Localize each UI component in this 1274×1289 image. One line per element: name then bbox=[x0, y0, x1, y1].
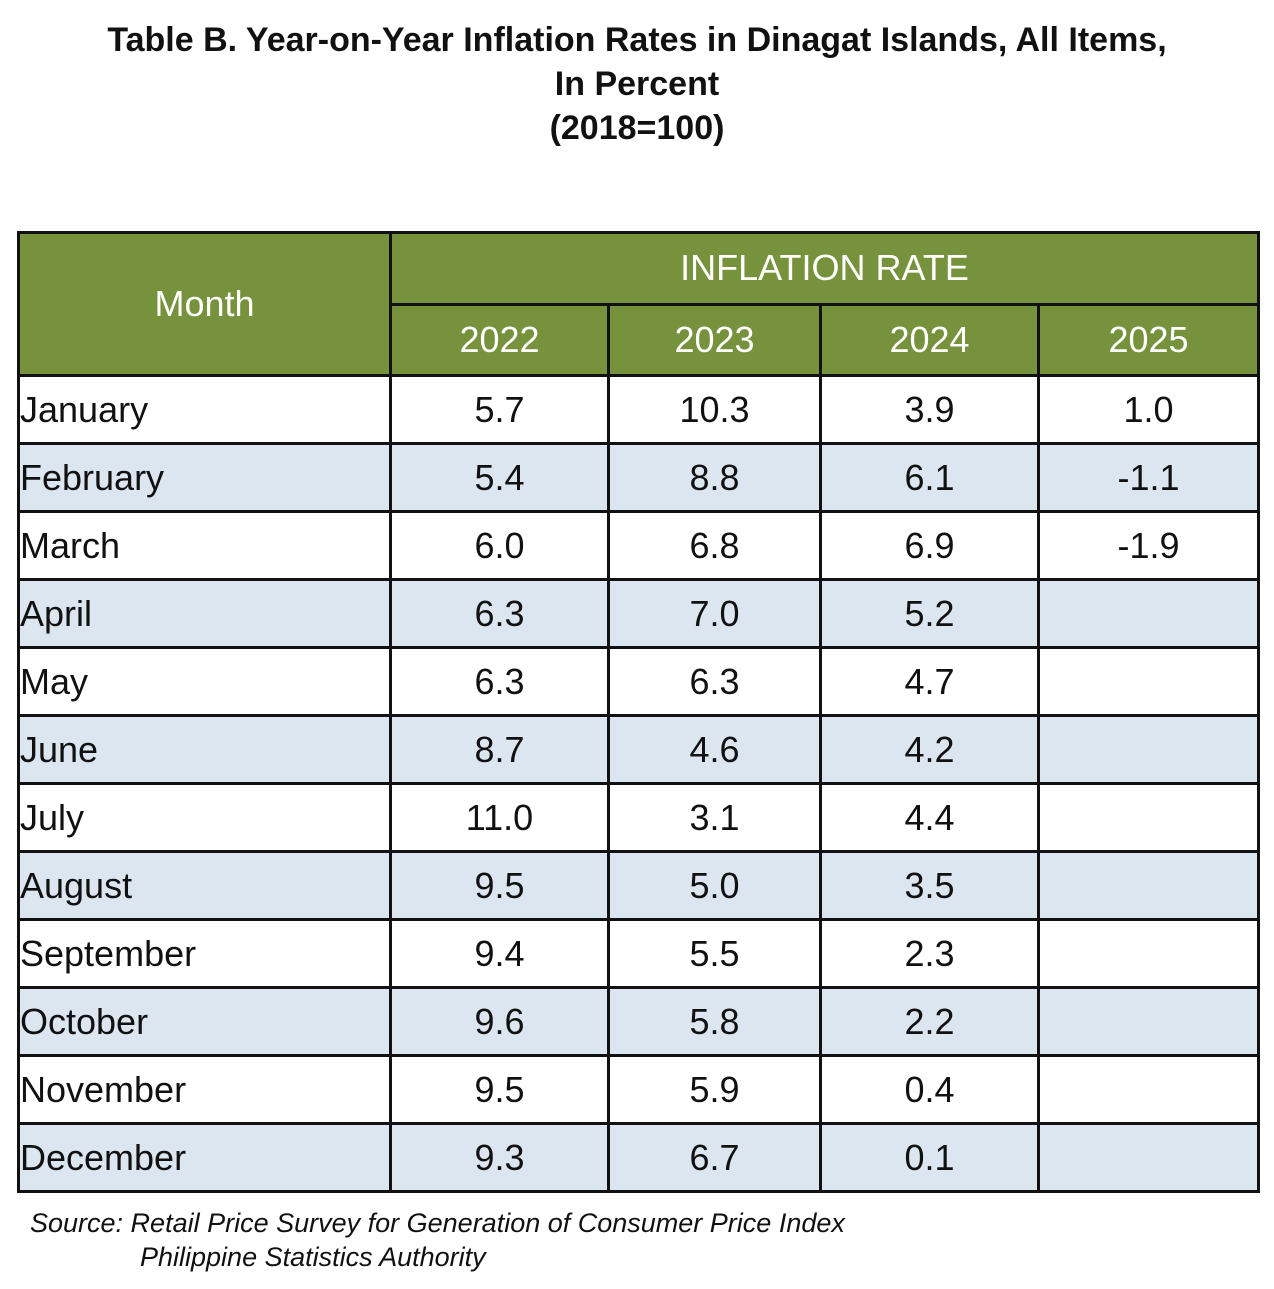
rate-cell: 4.6 bbox=[607, 714, 822, 785]
year-column-header: 2025 bbox=[1037, 302, 1260, 377]
table-row: January 5.7 10.3 3.9 1.0 bbox=[17, 374, 1260, 445]
table-row: December 9.3 6.7 0.1 bbox=[17, 1122, 1260, 1193]
table-row: April 6.3 7.0 5.2 bbox=[17, 578, 1260, 649]
table-row: September 9.4 5.5 2.3 bbox=[17, 918, 1260, 989]
rate-cell: 9.6 bbox=[389, 986, 610, 1057]
rate-cell: 9.3 bbox=[389, 1122, 610, 1193]
month-cell: May bbox=[17, 646, 392, 717]
month-column-header: Month bbox=[17, 231, 392, 377]
month-cell: December bbox=[17, 1122, 392, 1193]
rate-cell: 6.3 bbox=[389, 578, 610, 649]
table-row: November 9.5 5.9 0.4 bbox=[17, 1054, 1260, 1125]
title-line-2: In Percent bbox=[554, 65, 720, 103]
table-row: July 11.0 3.1 4.4 bbox=[17, 782, 1260, 853]
rate-cell: 5.7 bbox=[389, 374, 610, 445]
rate-cell: 9.5 bbox=[389, 850, 610, 921]
rate-cell: 6.3 bbox=[389, 646, 610, 717]
month-cell: June bbox=[17, 714, 392, 785]
rate-cell bbox=[1037, 1054, 1260, 1125]
rate-cell: 2.2 bbox=[819, 986, 1040, 1057]
rate-cell bbox=[1037, 1122, 1260, 1193]
rate-cell: 0.4 bbox=[819, 1054, 1040, 1125]
rate-cell: 6.9 bbox=[819, 510, 1040, 581]
rate-cell bbox=[1037, 578, 1260, 649]
rate-cell bbox=[1037, 850, 1260, 921]
rate-cell: 5.2 bbox=[819, 578, 1040, 649]
rate-cell: 10.3 bbox=[607, 374, 822, 445]
rate-cell: 3.9 bbox=[819, 374, 1040, 445]
rate-cell: 1.0 bbox=[1037, 374, 1260, 445]
source-line-2: Philippine Statistics Authority bbox=[140, 1242, 486, 1272]
rate-cell: 7.0 bbox=[607, 578, 822, 649]
rate-cell: 8.7 bbox=[389, 714, 610, 785]
table-row: August 9.5 5.0 3.5 bbox=[17, 850, 1260, 921]
rate-cell: 0.1 bbox=[819, 1122, 1040, 1193]
rate-cell: 9.5 bbox=[389, 1054, 610, 1125]
rate-cell: -1.9 bbox=[1037, 510, 1260, 581]
rate-cell: 3.1 bbox=[607, 782, 822, 853]
rate-cell: 5.0 bbox=[607, 850, 822, 921]
rate-cell: 6.7 bbox=[607, 1122, 822, 1193]
table-row: June 8.7 4.6 4.2 bbox=[17, 714, 1260, 785]
month-cell: September bbox=[17, 918, 392, 989]
rate-cell: 2.3 bbox=[819, 918, 1040, 989]
inflation-table: Month INFLATION RATE 2022 2023 2024 2025… bbox=[17, 231, 1260, 1193]
rate-cell: 8.8 bbox=[607, 442, 822, 513]
inflation-rate-group-header: INFLATION RATE bbox=[389, 231, 1260, 306]
month-cell: August bbox=[17, 850, 392, 921]
rate-cell: 5.5 bbox=[607, 918, 822, 989]
table-row: May 6.3 6.3 4.7 bbox=[17, 646, 1260, 717]
month-cell: February bbox=[17, 442, 392, 513]
month-cell: March bbox=[17, 510, 392, 581]
rate-cell: 4.2 bbox=[819, 714, 1040, 785]
rate-cell bbox=[1037, 782, 1260, 853]
rate-cell bbox=[1037, 714, 1260, 785]
rate-cell: 5.8 bbox=[607, 986, 822, 1057]
month-cell: July bbox=[17, 782, 392, 853]
rate-cell: 6.3 bbox=[607, 646, 822, 717]
rate-cell: 5.4 bbox=[389, 442, 610, 513]
year-column-header: 2023 bbox=[607, 302, 822, 377]
source-note: Source: Retail Price Survey for Generati… bbox=[30, 1206, 845, 1274]
month-cell: January bbox=[17, 374, 392, 445]
month-cell: October bbox=[17, 986, 392, 1057]
year-column-header: 2024 bbox=[819, 302, 1040, 377]
rate-cell: 3.5 bbox=[819, 850, 1040, 921]
source-line-1: Source: Retail Price Survey for Generati… bbox=[30, 1208, 845, 1238]
table-title: Table B. Year-on-Year Inflation Rates in… bbox=[0, 18, 1274, 150]
table-row: October 9.6 5.8 2.2 bbox=[17, 986, 1260, 1057]
year-column-header: 2022 bbox=[389, 302, 610, 377]
table-row: February 5.4 8.8 6.1 -1.1 bbox=[17, 442, 1260, 513]
rate-cell: 5.9 bbox=[607, 1054, 822, 1125]
rate-cell: 9.4 bbox=[389, 918, 610, 989]
rate-cell bbox=[1037, 646, 1260, 717]
rate-cell: 11.0 bbox=[389, 782, 610, 853]
rate-cell bbox=[1037, 918, 1260, 989]
title-line-3: (2018=100) bbox=[549, 109, 725, 147]
title-line-1: Table B. Year-on-Year Inflation Rates in… bbox=[107, 21, 1167, 59]
rate-cell: 6.1 bbox=[819, 442, 1040, 513]
table-body: January 5.7 10.3 3.9 1.0 February 5.4 8.8 6.1 -1.… bbox=[17, 374, 1260, 1193]
month-cell: November bbox=[17, 1054, 392, 1125]
month-cell: April bbox=[17, 578, 392, 649]
rate-cell: 4.7 bbox=[819, 646, 1040, 717]
rate-cell bbox=[1037, 986, 1260, 1057]
rate-cell: -1.1 bbox=[1037, 442, 1260, 513]
rate-cell: 6.0 bbox=[389, 510, 610, 581]
table-row: March 6.0 6.8 6.9 -1.9 bbox=[17, 510, 1260, 581]
rate-cell: 6.8 bbox=[607, 510, 822, 581]
rate-cell: 4.4 bbox=[819, 782, 1040, 853]
